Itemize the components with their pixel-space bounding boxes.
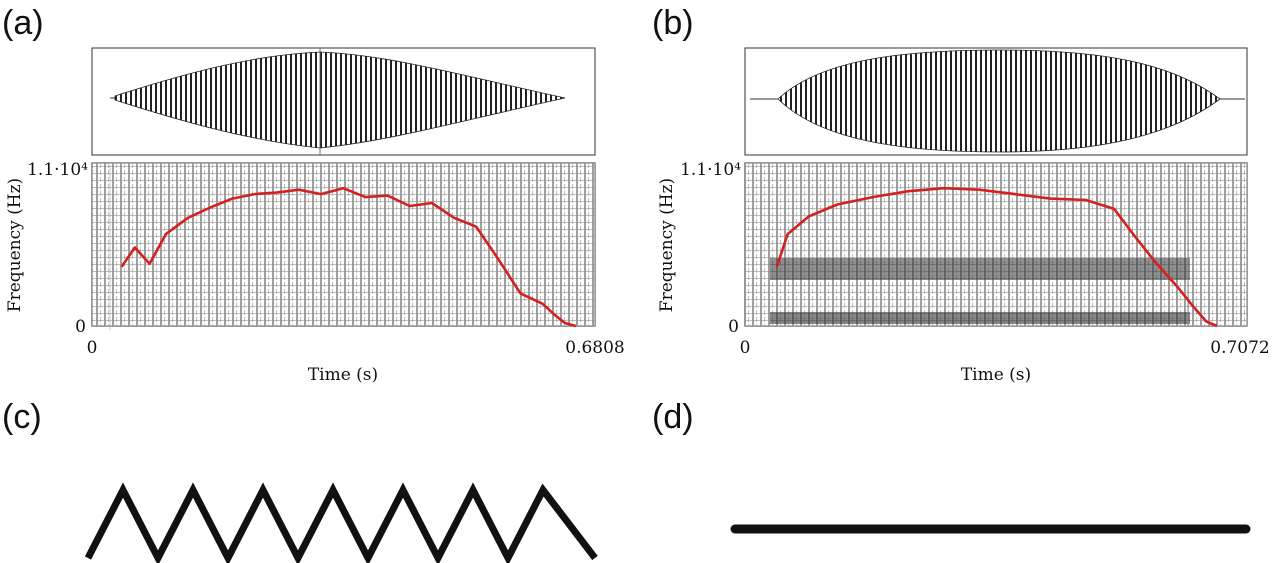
- spectrogram-shade-b: [745, 163, 1247, 326]
- panel-label-b: (b): [652, 4, 694, 42]
- x-start-tick-b: 0: [740, 338, 751, 358]
- panel-label-c: (c): [2, 398, 42, 436]
- x-start-tick-a: 0: [87, 338, 98, 358]
- panel-label-d: (d): [652, 398, 694, 436]
- y-top-tick-b: 1.1·10⁴: [680, 160, 741, 180]
- spectrogram-shade-a: [92, 163, 595, 326]
- pitch-contour-a: [120, 186, 577, 328]
- y-bottom-tick-a: 0: [75, 317, 86, 337]
- spectrogram-a: [91, 162, 596, 327]
- spectrogram-band-low-b: [770, 312, 1190, 324]
- x-axis-label-b: Time (s): [961, 365, 1031, 385]
- panel-label-a: (a): [2, 4, 44, 42]
- x-axis-label-a: Time (s): [308, 365, 378, 385]
- spectrogram-b: [744, 162, 1248, 327]
- waveform-a: [114, 51, 566, 149]
- y-axis-label-a: Frequency (Hz): [5, 178, 25, 312]
- pitch-contour-b: [775, 186, 1218, 328]
- y-bottom-tick-b: 0: [728, 317, 739, 337]
- x-end-tick-b: 0.7072: [1210, 338, 1269, 358]
- x-end-tick-a: 0.6808: [565, 338, 624, 358]
- zigzag-shape: [84, 482, 598, 563]
- waveform-b: [777, 49, 1221, 153]
- y-axis-label-b: Frequency (Hz): [657, 178, 677, 312]
- panel-b: 1.1·10⁴ 0 0 0.7072 Time (s) Frequency (H…: [657, 47, 1270, 385]
- panel-a: 1.1·10⁴ 0 0 0.6808 Time (s) Frequency (H…: [5, 47, 625, 385]
- spectrogram-band-b: [770, 258, 1190, 280]
- y-top-tick-a: 1.1·10⁴: [27, 160, 88, 180]
